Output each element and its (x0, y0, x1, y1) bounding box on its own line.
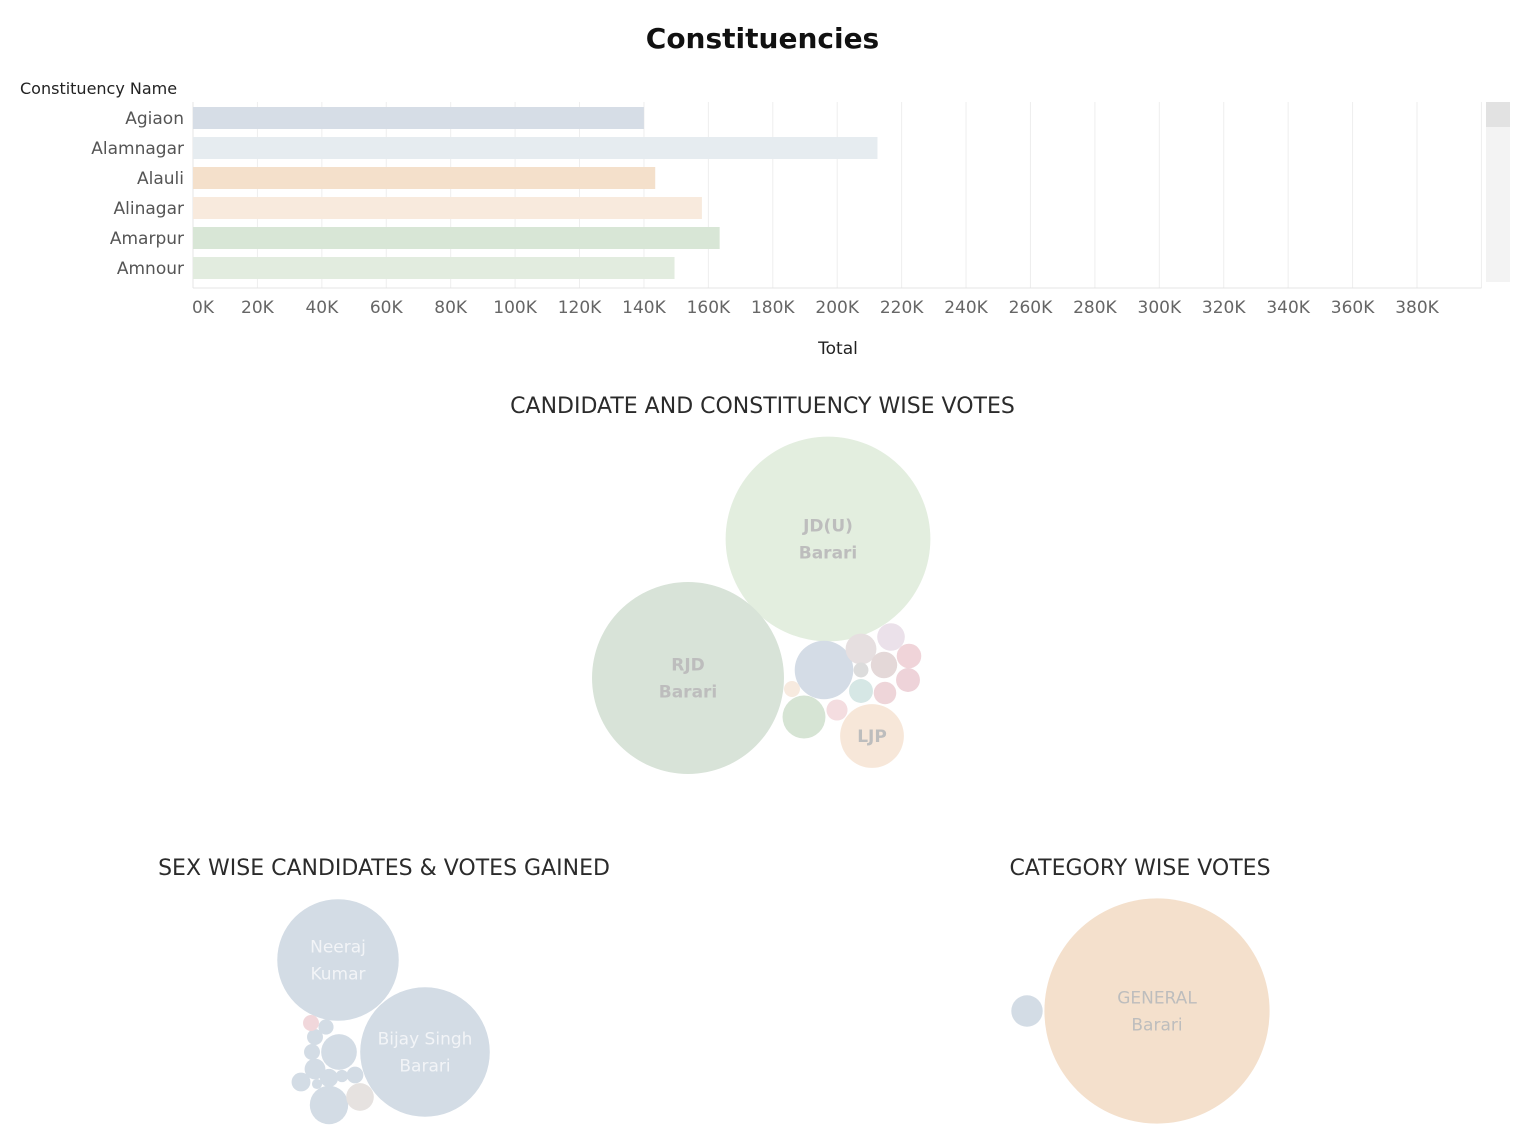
category-label: Alinagar (114, 199, 184, 219)
bubble-label: GENERAL (1117, 989, 1197, 1009)
x-tick-label: 40K (305, 298, 339, 318)
bubble-label: Kumar (310, 965, 365, 985)
category-label: Amnour (117, 259, 184, 279)
party-bubble (592, 582, 784, 774)
x-tick-label: 280K (1073, 298, 1117, 318)
bar (193, 197, 702, 219)
x-tick-label: 140K (622, 298, 666, 318)
category-bubble (1044, 898, 1270, 1124)
party-bubble (870, 651, 898, 679)
party-bubble (896, 668, 920, 692)
sex-chart-title: SEX WISE CANDIDATES & VOTES GAINED (158, 856, 610, 881)
candidate-bubble (303, 1015, 319, 1031)
party-bubble (896, 643, 922, 669)
bubble-label: Neeraj (310, 938, 366, 958)
party-bubble (782, 695, 826, 739)
category-chart-title: CATEGORY WISE VOTES (1009, 856, 1271, 881)
bubble-label: Barari (659, 683, 718, 703)
x-tick-label: 100K (493, 298, 537, 318)
x-tick-label: 320K (1202, 298, 1246, 318)
x-tick-label: 180K (751, 298, 795, 318)
x-tick-label: 200K (815, 298, 859, 318)
x-tick-label: 220K (880, 298, 924, 318)
party-bubble (849, 679, 873, 703)
bubble-label: JD(U) (802, 517, 853, 537)
candidate-bubble (335, 1069, 349, 1083)
party-bubble (873, 681, 897, 705)
candidate-bubble (304, 1044, 320, 1060)
candidate-bubble (346, 1066, 364, 1084)
bubble-chart-title: CANDIDATE AND CONSTITUENCY WISE VOTES (510, 394, 1015, 419)
scrollbar-thumb (1486, 102, 1510, 127)
bubble-label: Barari (399, 1057, 450, 1077)
x-tick-label: 340K (1266, 298, 1310, 318)
x-tick-label: 120K (558, 298, 602, 318)
candidate-bubble (304, 1058, 326, 1080)
party-bubble (845, 633, 877, 665)
bar (193, 107, 644, 129)
category-label: Agiaon (125, 109, 184, 129)
x-tick-label: 160K (687, 298, 731, 318)
x-axis-title: Total (817, 339, 858, 359)
party-bubble (877, 623, 905, 651)
candidate-bubble (346, 1083, 374, 1111)
candidate-bubble (360, 987, 490, 1117)
bubble-label: Barari (799, 544, 858, 564)
x-tick-label: 300K (1138, 298, 1182, 318)
x-tick-label: 260K (1009, 298, 1053, 318)
candidate-bubble (291, 1072, 311, 1092)
party-bubble (853, 662, 869, 678)
party-bubble (784, 681, 800, 697)
x-tick-label: 80K (434, 298, 468, 318)
candidate-bubble (307, 1029, 323, 1045)
bubble-label: Bijay Singh (378, 1030, 473, 1050)
x-tick-label: 380K (1395, 298, 1439, 318)
bubble-label: LJP (857, 727, 887, 747)
candidate-bubble (311, 1078, 323, 1090)
bubble-label: Barari (1131, 1016, 1182, 1036)
bar (193, 227, 720, 249)
candidate-bubble (321, 1034, 357, 1070)
bar (193, 167, 656, 189)
candidate-bubble (277, 899, 399, 1021)
x-tick-label: 60K (370, 298, 404, 318)
party-bubble (826, 699, 848, 721)
row-header-label: Constituency Name (20, 79, 178, 98)
party-bubble (725, 436, 931, 642)
category-bubble (1011, 995, 1043, 1027)
scrollbar-track (1486, 102, 1510, 282)
x-tick-label: 0K (192, 298, 215, 318)
x-tick-label: 240K (944, 298, 988, 318)
candidate-bubble (309, 1085, 349, 1125)
category-label: Amarpur (110, 229, 184, 249)
x-tick-label: 360K (1331, 298, 1375, 318)
candidate-bubble (318, 1019, 334, 1035)
bar (193, 257, 675, 279)
category-label: Alauli (137, 169, 184, 189)
party-bubble (794, 640, 854, 700)
candidate-bubble (319, 1068, 339, 1088)
chart-title: Constituencies (645, 22, 880, 55)
category-label: Alamnagar (91, 139, 184, 159)
bar (193, 137, 878, 159)
party-bubble (840, 704, 904, 768)
x-tick-label: 20K (241, 298, 275, 318)
bubble-label: RJD (671, 656, 705, 676)
